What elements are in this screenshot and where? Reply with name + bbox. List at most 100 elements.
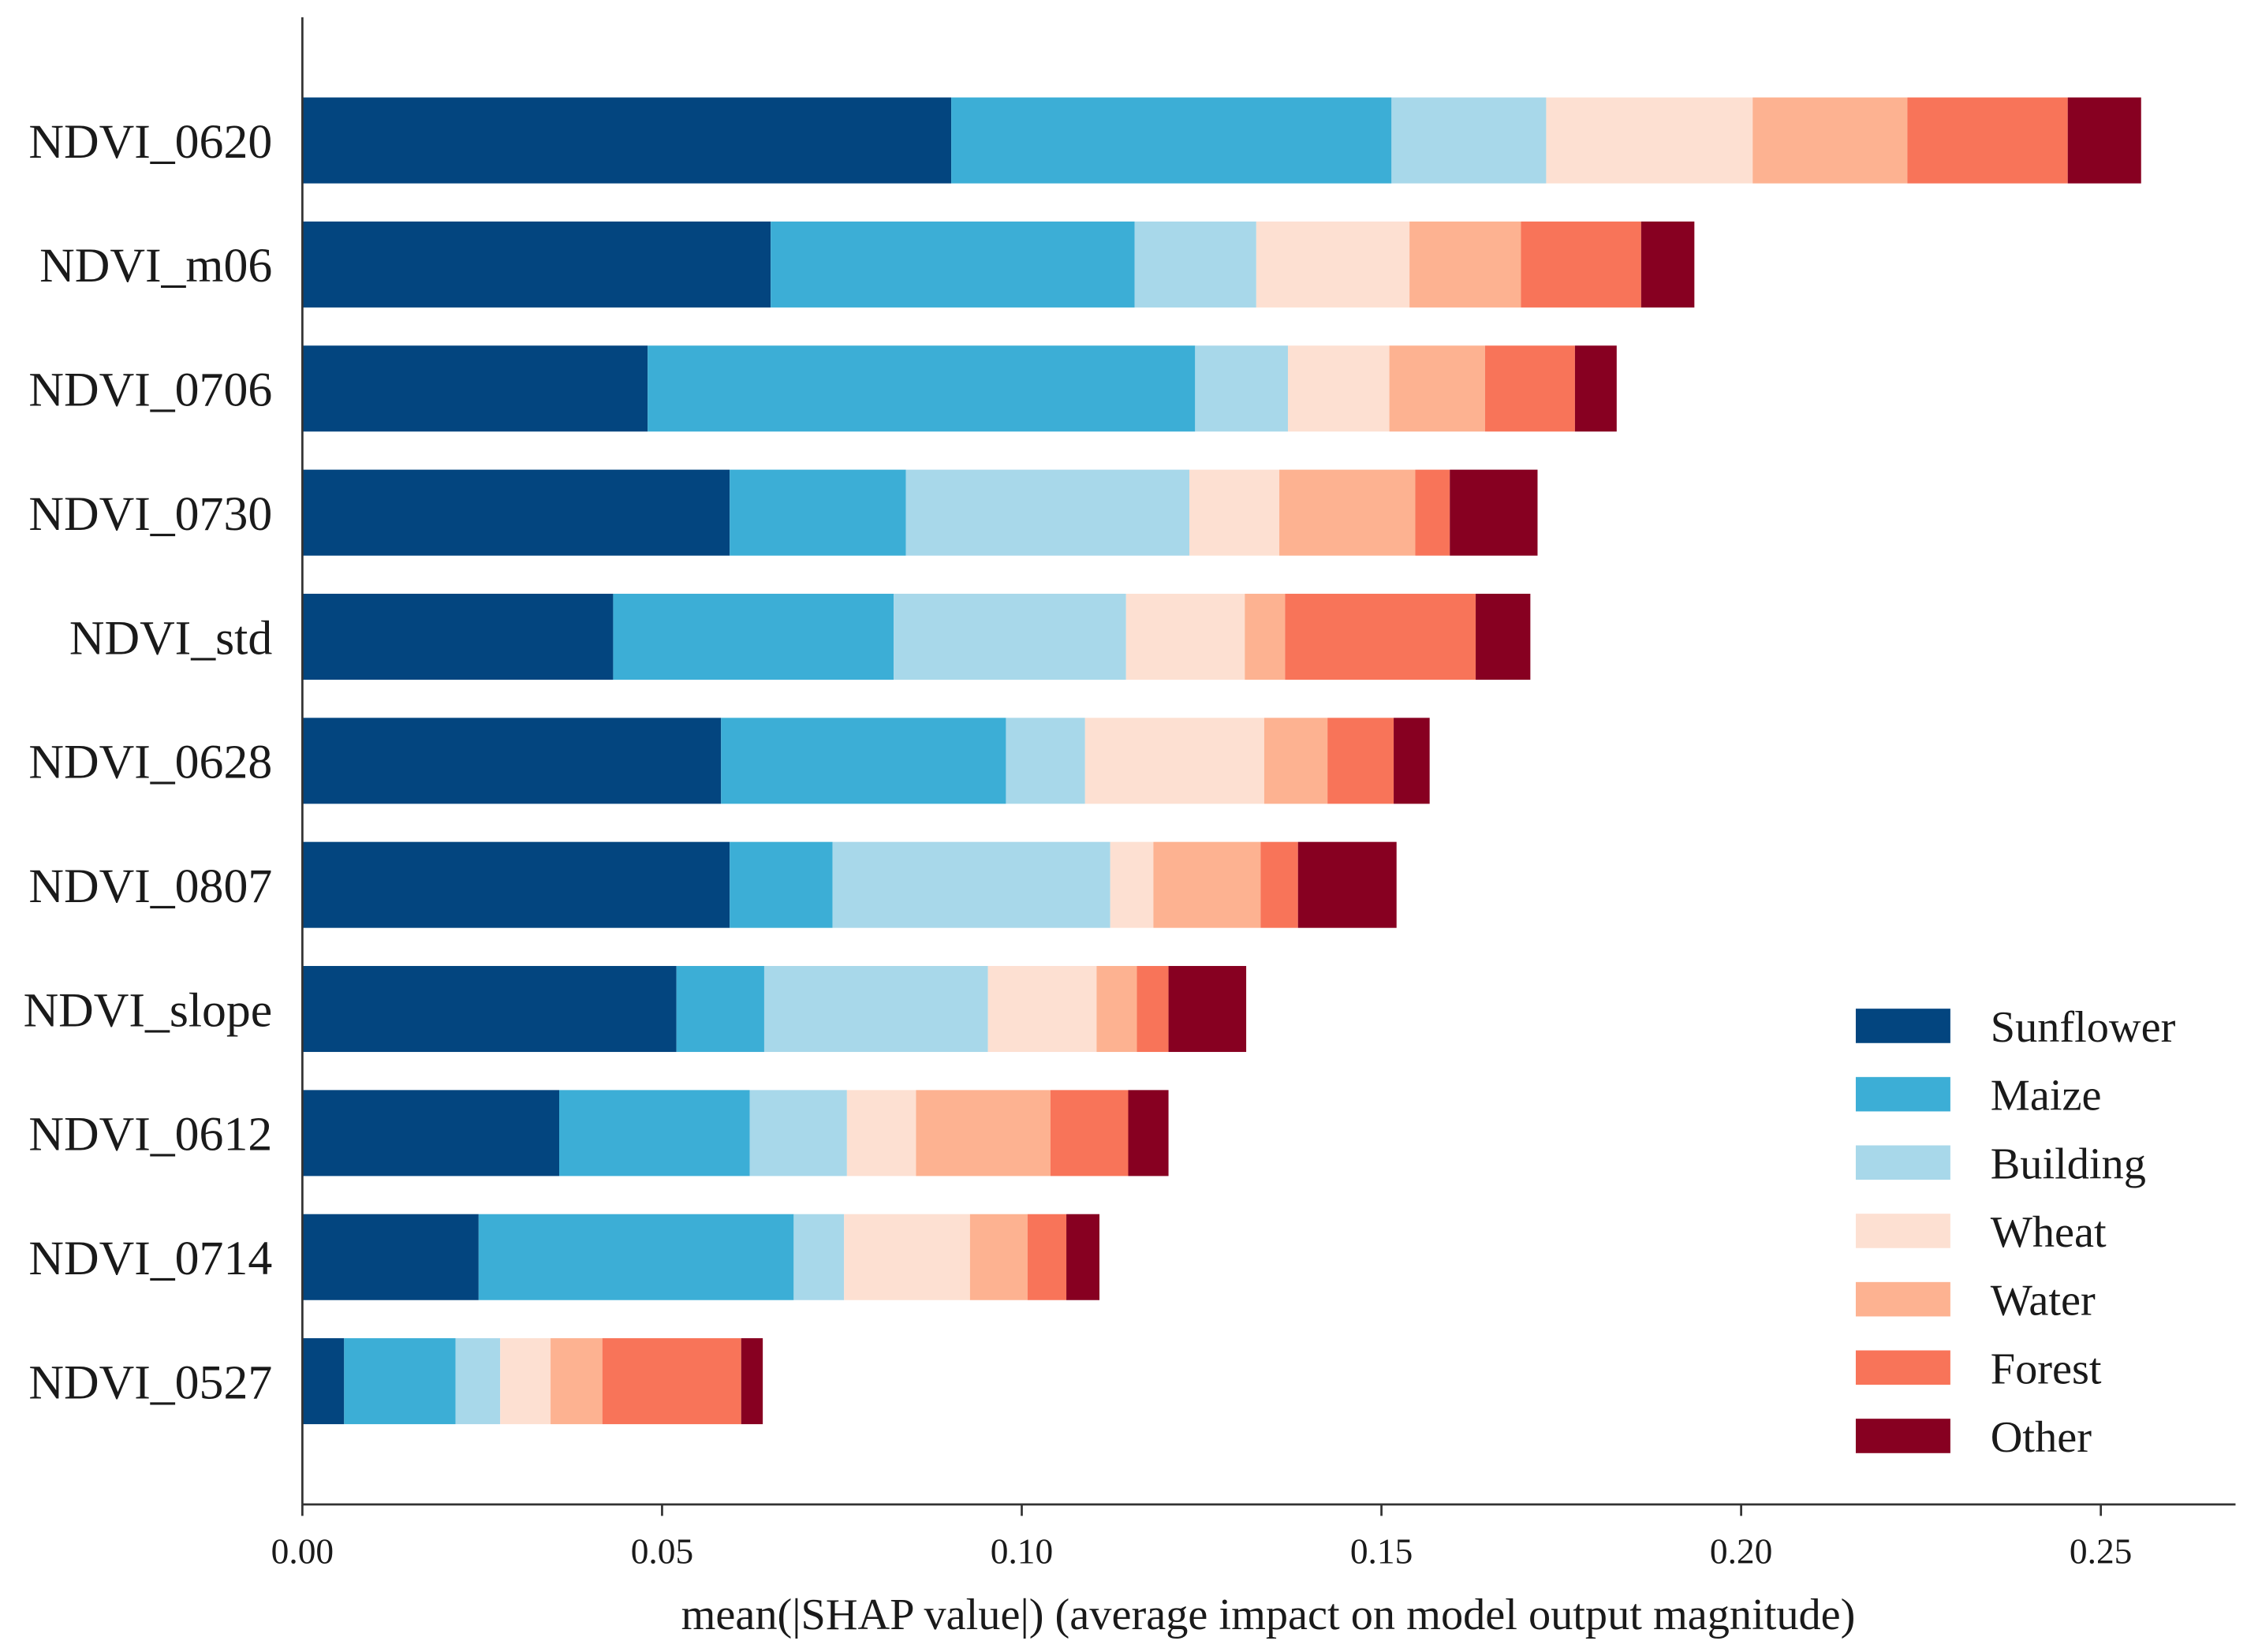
x-tick-label: 0.25: [2070, 1531, 2132, 1571]
bar-segment-water-ndvi_0612: [916, 1090, 1051, 1177]
legend-swatch-water: [1855, 1281, 1950, 1317]
bar-segment-other-ndvi_std: [1476, 593, 1531, 680]
legend-swatch-sunflower: [1855, 1009, 1950, 1043]
bar-segment-other-ndvi_0527: [741, 1338, 763, 1425]
bar-segment-wheat-ndvi_m06: [1256, 221, 1410, 308]
bar-segment-forest-ndvi_std: [1285, 593, 1476, 680]
legend-label-maize: Maize: [1991, 1072, 2102, 1121]
legend-label-water: Water: [1991, 1277, 2096, 1326]
bar-segment-wheat-ndvi_0620: [1546, 97, 1753, 184]
y-tick-label: NDVI_0620: [28, 115, 272, 169]
x-tick-label: 0.10: [991, 1531, 1053, 1571]
bar-segment-sunflower-ndvi_0714: [302, 1214, 479, 1300]
bar-segment-building-ndvi_0612: [749, 1090, 847, 1177]
bar-segment-maize-ndvi_0527: [344, 1338, 456, 1425]
bar-segment-wheat-ndvi_0706: [1287, 345, 1390, 432]
legend-swatch-building: [1855, 1145, 1950, 1180]
x-tick-label: 0.15: [1350, 1531, 1413, 1571]
y-tick-labels: NDVI_0620 NDVI_m06 NDVI_0706 NDVI_0730 NDVI_…: [24, 115, 273, 1409]
y-tick-label: NDVI_0706: [28, 364, 272, 417]
x-tick-label: 0.20: [1710, 1531, 1772, 1571]
bars-group: [302, 97, 2141, 1425]
bar-segment-building-ndvi_slope: [763, 966, 988, 1053]
y-tick-label: NDVI_0612: [28, 1108, 272, 1162]
bar-segment-wheat-ndvi_0612: [846, 1090, 916, 1177]
bar-segment-maize-ndvi_slope: [676, 966, 764, 1053]
y-tick-label: NDVI_0730: [28, 487, 272, 541]
bar-segment-sunflower-ndvi_std: [302, 593, 614, 680]
y-tick-label: NDVI_0807: [28, 860, 272, 913]
bar-segment-other-ndvi_0807: [1297, 841, 1397, 928]
bar-segment-other-ndvi_0620: [2067, 97, 2141, 184]
bar-segment-sunflower-ndvi_0620: [302, 97, 952, 184]
bar-segment-water-ndvi_0706: [1389, 345, 1485, 432]
bar-segment-water-ndvi_0807: [1153, 841, 1261, 928]
bar-segment-maize-ndvi_0706: [648, 345, 1196, 432]
legend: Sunflower Maize Building Wheat Water Forest Ot…: [1855, 1003, 2176, 1462]
bar-segment-sunflower-ndvi_0527: [302, 1338, 345, 1425]
bar-segment-water-ndvi_std: [1245, 593, 1286, 680]
bar-segment-building-ndvi_0527: [455, 1338, 501, 1425]
bar-segment-water-ndvi_slope: [1096, 966, 1137, 1053]
bar-segment-sunflower-ndvi_m06: [302, 221, 771, 308]
bar-segment-sunflower-ndvi_0628: [302, 718, 722, 804]
bar-segment-wheat-ndvi_0730: [1189, 469, 1280, 556]
bar-segment-other-ndvi_m06: [1640, 221, 1695, 308]
bar-segment-building-ndvi_0620: [1391, 97, 1547, 184]
bar-segment-forest-ndvi_0730: [1415, 469, 1450, 556]
bar-segment-other-ndvi_0612: [1128, 1090, 1169, 1177]
y-tick-label: NDVI_m06: [39, 239, 272, 293]
y-tick-label: NDVI_std: [69, 611, 272, 665]
bar-segment-wheat-ndvi_0714: [844, 1214, 970, 1300]
legend-swatch-wheat: [1855, 1214, 1950, 1248]
bar-segment-maize-ndvi_0730: [730, 469, 906, 556]
legend-swatch-other: [1855, 1419, 1950, 1453]
bar-segment-water-ndvi_0620: [1752, 97, 1908, 184]
bar-segment-wheat-ndvi_0628: [1084, 718, 1264, 804]
bar-segment-wheat-ndvi_0807: [1110, 841, 1154, 928]
bar-segment-water-ndvi_0628: [1263, 718, 1328, 804]
legend-label-wheat: Wheat: [1991, 1208, 2107, 1257]
y-tick-label: NDVI_0714: [28, 1232, 272, 1285]
bar-segment-maize-ndvi_m06: [771, 221, 1135, 308]
y-tick-label: NDVI_slope: [24, 983, 273, 1037]
bar-segment-water-ndvi_0714: [969, 1214, 1028, 1300]
bar-segment-sunflower-ndvi_slope: [302, 966, 677, 1053]
bar-segment-building-ndvi_0628: [1006, 718, 1085, 804]
bar-segment-building-ndvi_m06: [1134, 221, 1256, 308]
bar-segment-building-ndvi_0706: [1195, 345, 1288, 432]
bar-segment-sunflower-ndvi_0612: [302, 1090, 560, 1177]
bar-segment-forest-ndvi_slope: [1137, 966, 1169, 1053]
bar-segment-other-ndvi_slope: [1168, 966, 1247, 1053]
bar-segment-maize-ndvi_std: [613, 593, 894, 680]
y-tick-label: NDVI_0628: [28, 736, 272, 789]
legend-swatch-maize: [1855, 1076, 1950, 1112]
bar-segment-maize-ndvi_0807: [730, 841, 833, 928]
bar-segment-water-ndvi_0730: [1279, 469, 1416, 556]
legend-label-forest: Forest: [1991, 1344, 2102, 1393]
bar-segment-forest-ndvi_0620: [1907, 97, 2068, 184]
bar-segment-sunflower-ndvi_0706: [302, 345, 648, 432]
x-axis-label: mean(|SHAP value|) (average impact on mo…: [681, 1590, 1856, 1639]
bar-segment-forest-ndvi_0612: [1050, 1090, 1129, 1177]
bar-segment-forest-ndvi_0706: [1484, 345, 1575, 432]
bar-segment-maize-ndvi_0628: [721, 718, 1006, 804]
x-tick-label: 0.05: [631, 1531, 693, 1571]
bar-segment-forest-ndvi_0628: [1327, 718, 1394, 804]
bar-segment-forest-ndvi_0714: [1027, 1214, 1067, 1300]
x-tick-label: 0.00: [271, 1531, 334, 1571]
bar-segment-forest-ndvi_m06: [1521, 221, 1641, 308]
bar-segment-other-ndvi_0714: [1066, 1214, 1100, 1300]
y-tick-label: NDVI_0527: [28, 1356, 272, 1409]
bar-segment-building-ndvi_0714: [793, 1214, 845, 1300]
bar-segment-wheat-ndvi_0527: [500, 1338, 551, 1425]
bar-segment-forest-ndvi_0807: [1260, 841, 1298, 928]
bar-segment-other-ndvi_0628: [1394, 718, 1430, 804]
bar-segment-forest-ndvi_0527: [602, 1338, 741, 1425]
bar-segment-building-ndvi_0807: [832, 841, 1110, 928]
legend-swatch-forest: [1855, 1350, 1950, 1385]
bar-segment-building-ndvi_0730: [905, 469, 1190, 556]
bar-segment-other-ndvi_0706: [1574, 345, 1617, 432]
legend-label-building: Building: [1991, 1139, 2146, 1188]
